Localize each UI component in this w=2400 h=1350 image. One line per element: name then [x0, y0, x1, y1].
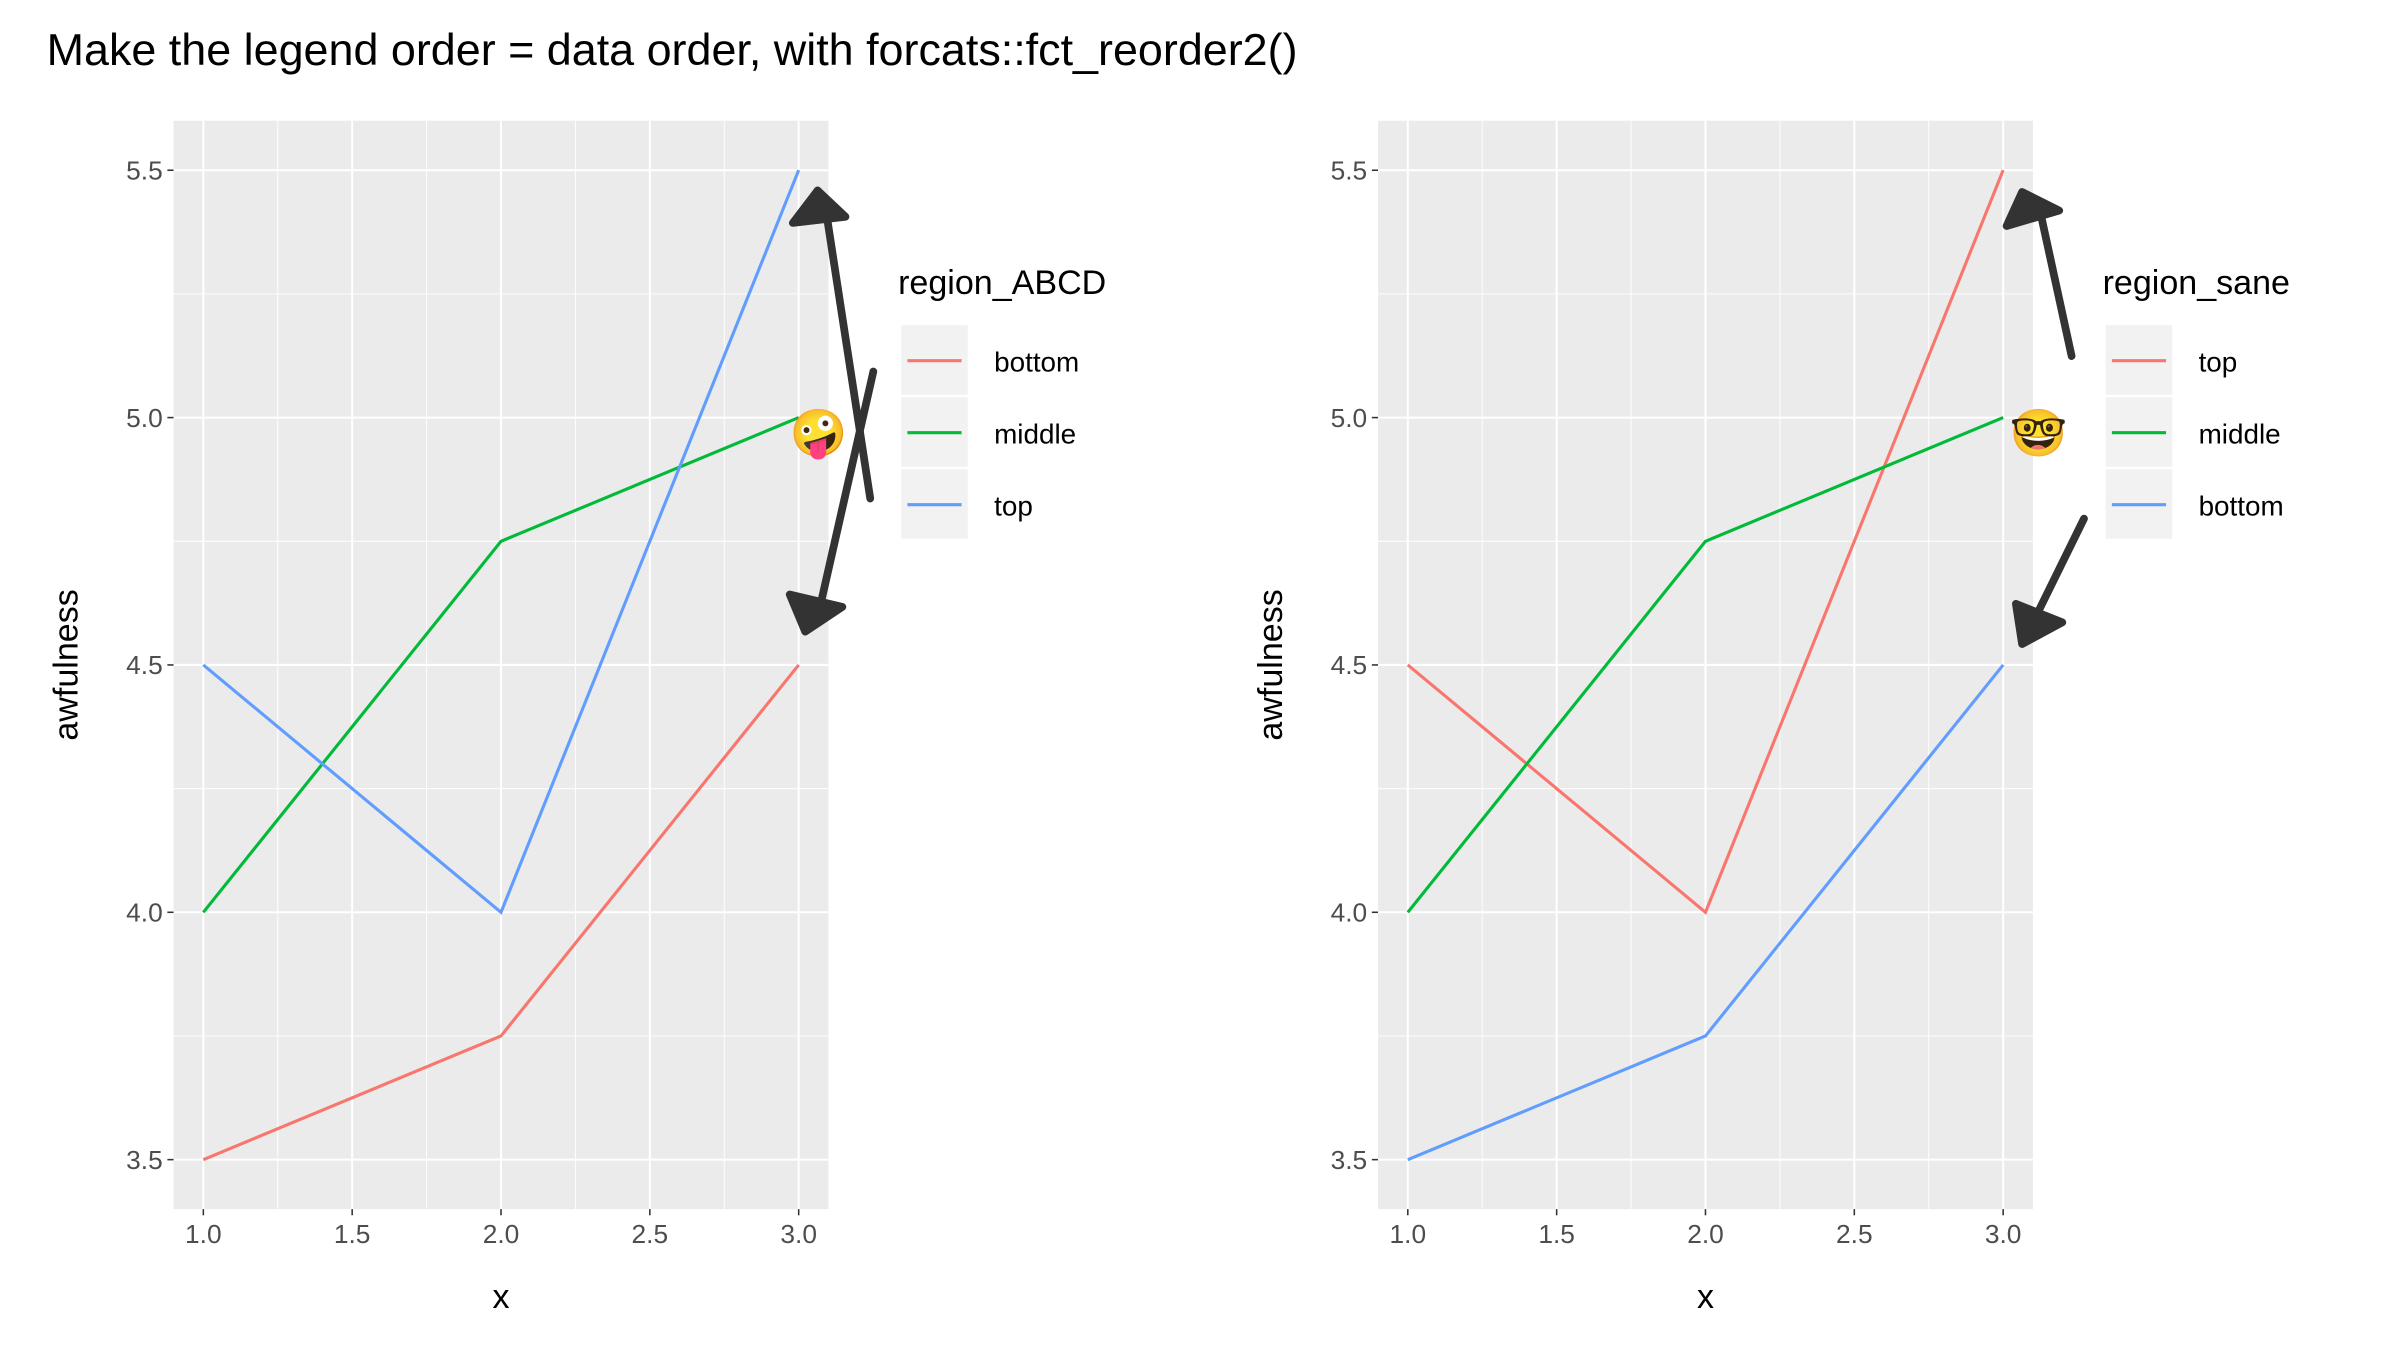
x-tick-label: 2.0: [1687, 1219, 1724, 1249]
series-line-bottom: [202, 663, 800, 1162]
y-tick-label: 3.5: [126, 1145, 163, 1175]
legend-label-middle: middle: [2199, 419, 2281, 450]
x-tick-label: 3.0: [1985, 1219, 2022, 1249]
y-axis-label: awfulness: [1252, 589, 1290, 740]
y-tick-label: 3.5: [1331, 1145, 1368, 1175]
legend-title: region_sane: [2103, 264, 2290, 302]
y-tick-label: 4.5: [126, 650, 163, 680]
legend-label-bottom: bottom: [994, 347, 1079, 378]
legend-label-middle: middle: [994, 419, 1076, 450]
x-tick-label: 1.0: [1390, 1219, 1427, 1249]
series-line-bottom: [1407, 663, 2005, 1162]
x-tick-label: 1.5: [334, 1219, 371, 1249]
y-tick-label: 4.0: [126, 898, 163, 928]
x-axis-label: x: [1697, 1278, 1714, 1316]
series-line-top: [202, 169, 801, 915]
legend-label-bottom: bottom: [2199, 491, 2284, 522]
legend-label-top: top: [2199, 347, 2238, 378]
x-tick-label: 2.0: [483, 1219, 520, 1249]
x-tick-label: 2.5: [632, 1219, 669, 1249]
x-tick-label: 1.5: [1538, 1219, 1575, 1249]
y-tick-label: 5.5: [126, 156, 163, 186]
y-tick-label: 4.5: [1331, 650, 1368, 680]
x-tick-label: 3.0: [780, 1219, 817, 1249]
y-axis-label: awfulness: [48, 589, 86, 740]
parallel-arrows-icon: [2002, 188, 2088, 648]
figure-title: Make the legend order = data order, with…: [47, 24, 1298, 75]
x-axis-label: x: [492, 1278, 509, 1316]
y-tick-label: 5.0: [126, 403, 163, 433]
series-line-top: [1406, 169, 2005, 915]
crossed-double-arrow-icon: [785, 186, 878, 636]
legend-title: region_ABCD: [898, 264, 1106, 302]
chart-panel-2: 1.0 1.5 2.0 2.5 3.0 3.5 4.0 4.5 5.0 5.5 x awfulness…: [1252, 120, 2290, 1316]
zany-face-emoji: 🤪: [790, 407, 848, 461]
y-tick-label: 5.5: [1331, 156, 1368, 186]
y-tick-label: 4.0: [1331, 898, 1368, 928]
x-tick-label: 2.5: [1836, 1219, 1873, 1249]
y-tick-label: 5.0: [1331, 403, 1368, 433]
x-tick-label: 1.0: [185, 1219, 222, 1249]
series-line-middle: [202, 416, 800, 914]
series-line-middle: [1406, 416, 2004, 914]
nerd-face-emoji: 🤓: [2010, 407, 2068, 459]
legend-label-top: top: [994, 491, 1033, 522]
chart-panel-1: 1.0 1.5 2.0 2.5 3.0 3.5 4.0 4.5 5.0 5.5 x awfulness…: [48, 120, 1106, 1316]
